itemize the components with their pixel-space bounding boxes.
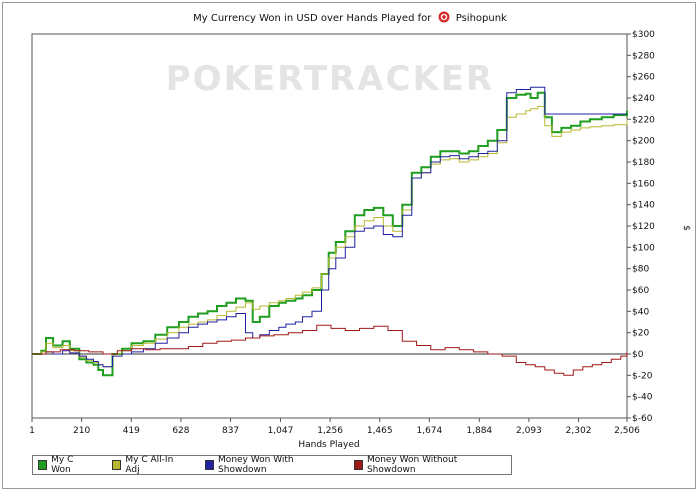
- series-line-money-won-without-showdown: [32, 324, 628, 376]
- chart-legend: My C Won My C All-In Adj Money Won With Sh…: [32, 455, 512, 475]
- y-tick-label: $280: [632, 51, 655, 61]
- y-tick-label: $160: [632, 179, 655, 189]
- legend-item-money-won-without-showdown: Money Won Without Showdown: [349, 455, 495, 475]
- x-tick-label: 628: [172, 426, 189, 436]
- legend-label: My C Won: [51, 455, 74, 475]
- y-tick-label: $80: [632, 265, 649, 275]
- x-tick-label: 419: [123, 426, 140, 436]
- y-axis-label: $: [681, 225, 691, 231]
- y-tick-label: $60: [632, 286, 649, 296]
- y-tick-label: $120: [632, 222, 655, 232]
- x-tick-label: 1,465: [367, 426, 393, 436]
- y-tick-label: $180: [632, 158, 655, 168]
- x-tick-label: 210: [73, 426, 90, 436]
- legend-label: Money Won With Showdown: [218, 455, 294, 475]
- legend-item-my-c-all-in-adj: My C All-In Adj: [107, 455, 184, 475]
- y-tick-label: $260: [632, 73, 655, 83]
- series-line-my-c-won: [32, 91, 628, 377]
- x-axis-label: Hands Played: [298, 440, 359, 450]
- legend-swatch: [112, 460, 122, 470]
- player-name: Psihopunk: [455, 13, 507, 24]
- y-tick-label: $20: [632, 329, 649, 339]
- y-tick-label: $240: [632, 94, 655, 104]
- x-tick-label: 1,047: [268, 426, 294, 436]
- x-tick-label: 1,256: [317, 426, 343, 436]
- legend-swatch: [204, 460, 215, 470]
- y-tick-label: $0: [632, 350, 644, 360]
- y-tick-label: $200: [632, 137, 655, 147]
- x-tick-label: 1,884: [466, 426, 492, 436]
- series-line-money-won-with-showdown: [32, 86, 627, 368]
- legend-item-my-c-won: My C Won: [33, 455, 91, 475]
- legend-swatch: [353, 460, 363, 470]
- y-tick-label: $300: [632, 30, 655, 40]
- chart-title-text: My Currency Won in USD over Hands Played…: [193, 13, 432, 24]
- legend-swatch: [38, 460, 48, 470]
- y-tick-label: $220: [632, 115, 655, 125]
- x-tick-label: 2,506: [614, 426, 640, 436]
- y-tick-label: $100: [632, 243, 655, 253]
- poker-chip-icon: [438, 11, 450, 26]
- x-tick-label: 2,093: [516, 426, 542, 436]
- legend-label: My C All-In Adj: [125, 455, 174, 475]
- chart-frame: [2, 2, 696, 489]
- y-tick-label: $-60: [632, 414, 653, 424]
- x-tick-label: 1,674: [416, 426, 442, 436]
- x-tick-label: 2,302: [566, 426, 592, 436]
- series-line-my-c-all-in-adj: [32, 106, 628, 368]
- y-tick-label: $140: [632, 201, 655, 211]
- y-tick-label: $-40: [632, 393, 653, 403]
- chart-title: My Currency Won in USD over Hands Played…: [0, 11, 700, 26]
- legend-item-money-won-with-showdown: Money Won With Showdown: [200, 455, 333, 475]
- y-tick-label: $40: [632, 307, 649, 317]
- y-tick-label: $-20: [632, 371, 653, 381]
- legend-label: Money Won Without Showdown: [366, 455, 458, 475]
- watermark-text: POKERTRACKER: [166, 59, 494, 99]
- x-tick-label: 1: [29, 426, 35, 436]
- x-tick-label: 837: [222, 426, 239, 436]
